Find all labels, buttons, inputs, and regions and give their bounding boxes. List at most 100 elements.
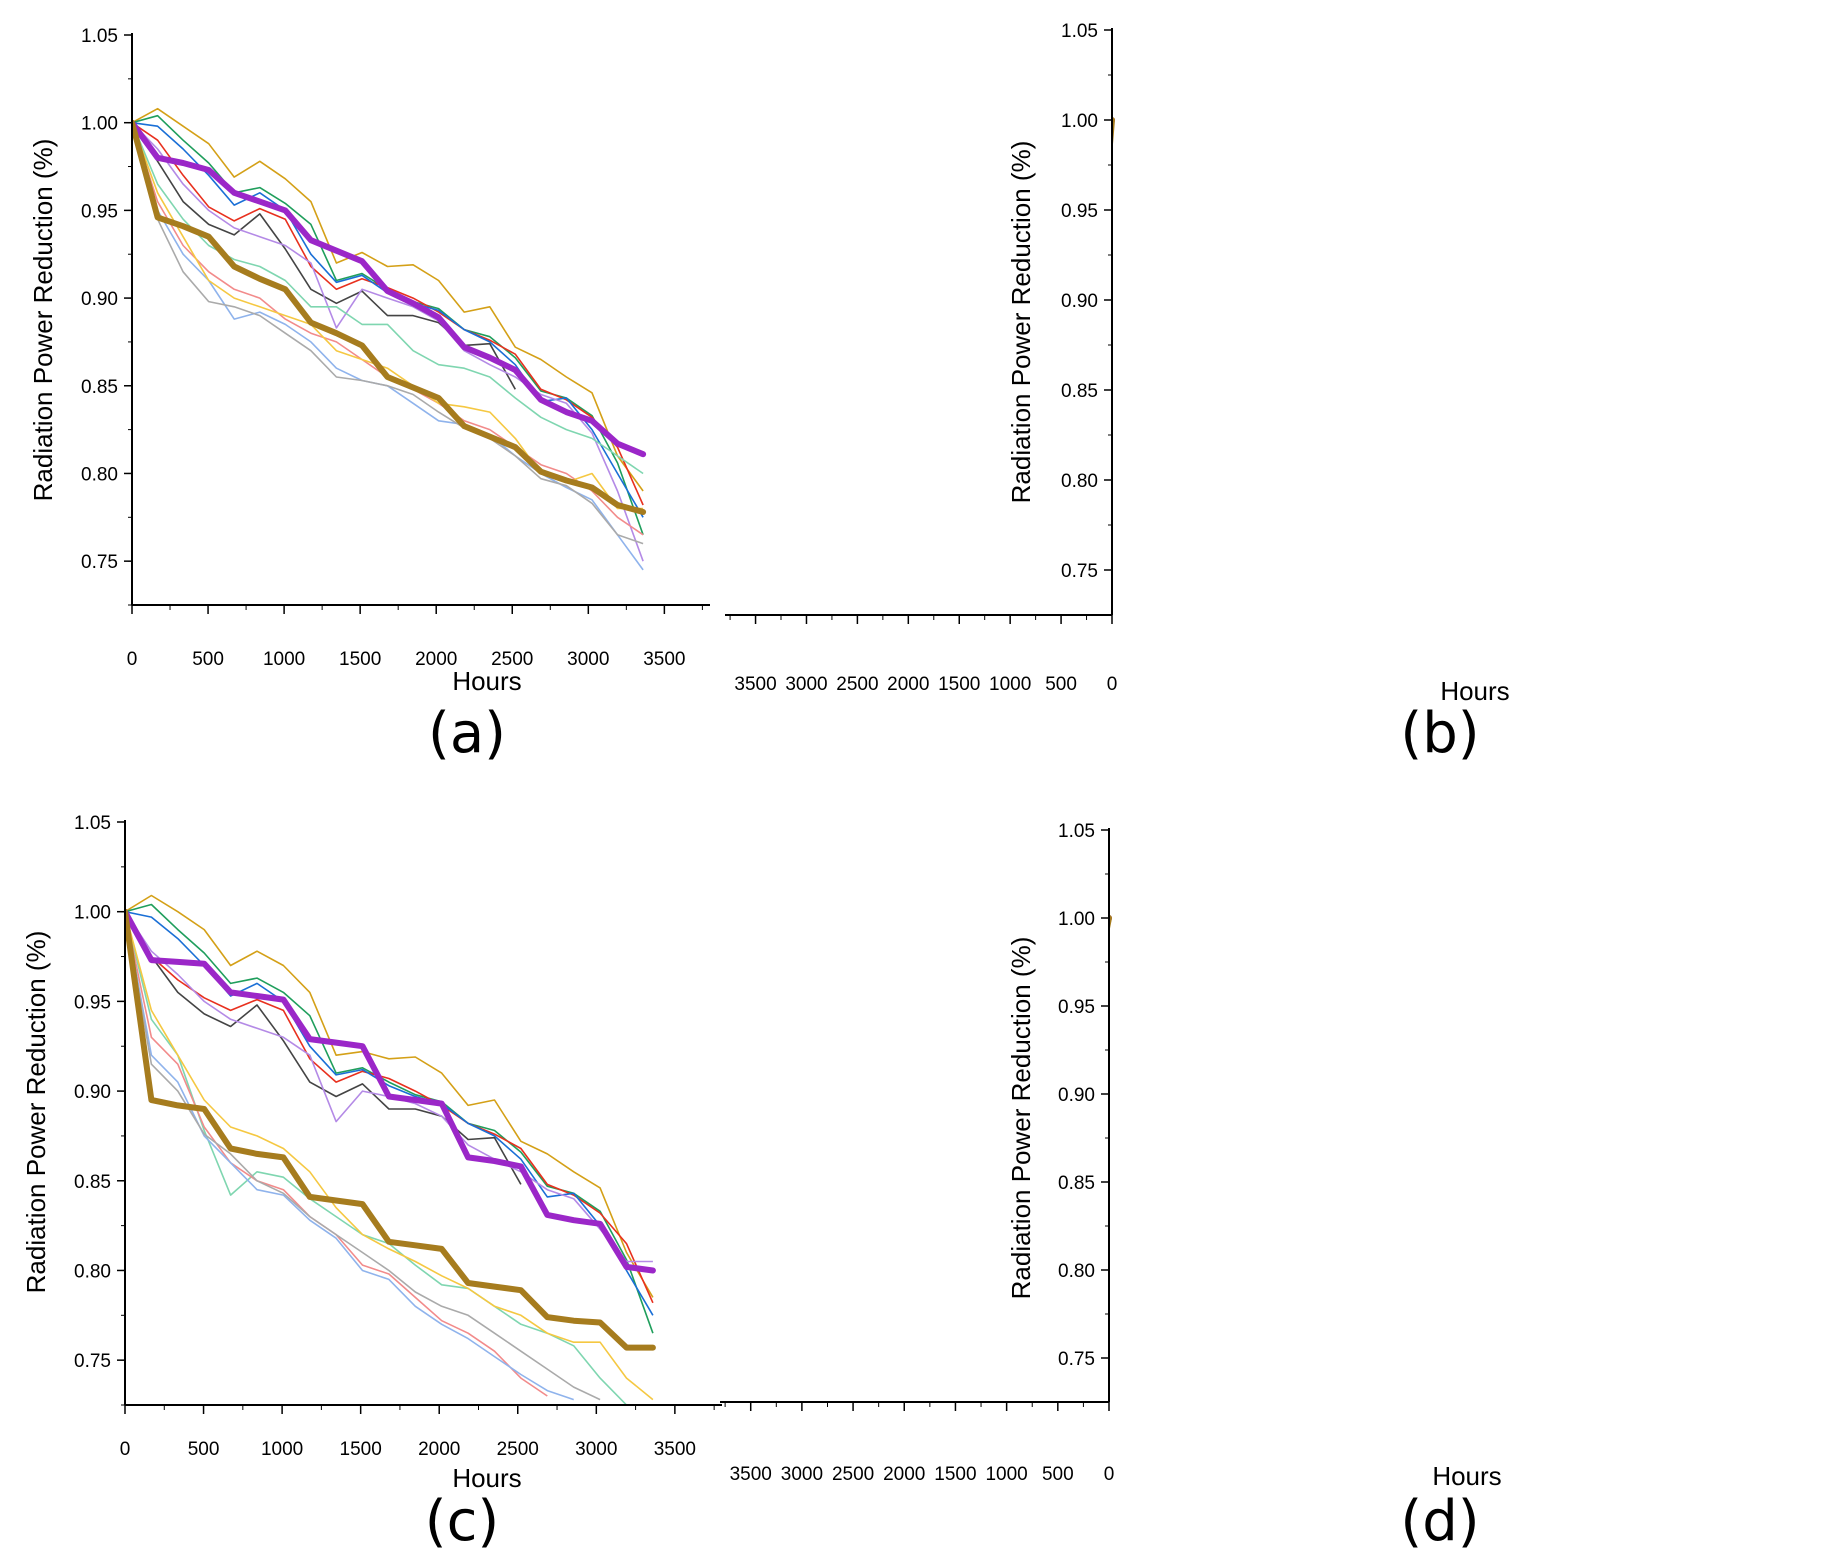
panel-c-y-tick-label: 0.95	[74, 992, 111, 1013]
panel-d-series-s1-line	[1109, 918, 1110, 920]
panel-b-series-s2-line	[1112, 120, 1113, 122]
panel-a-y-tick-label: 0.90	[81, 289, 118, 310]
panel-a-x-tick-label: 1500	[339, 649, 381, 670]
panel-b-y-tick-label: 0.90	[1061, 291, 1098, 312]
panel-c-x-tick-label: 2000	[418, 1439, 460, 1460]
panel-c-series-lower-line	[125, 908, 656, 1351]
panel-a-y-tick-label: 0.85	[81, 377, 118, 398]
panel-a-series-s10-line	[132, 122, 644, 545]
panel-d-x-tick-label: 2000	[883, 1464, 925, 1485]
panel-b-axes: 0.75 0.80 0.85 0.90 0.95 1.00 1.05 0 500 1000 1500…	[725, 21, 1117, 695]
panel-b-series-lower-line	[1112, 117, 1115, 157]
panel-a-x-tick-label: 500	[192, 649, 224, 670]
panel-b-series-s5-line	[1112, 120, 1113, 122]
panel-d-x-tick-label: 3000	[781, 1464, 823, 1485]
panel-b-x-axis-label: Hours	[1440, 676, 1509, 706]
panel-b-x-tick-label: 500	[1045, 674, 1077, 695]
panel-c-y-tick-label: 0.75	[74, 1351, 111, 1372]
panel-d-series-s6-line	[1109, 918, 1110, 921]
panel-d: 0.75 0.80 0.85 0.90 0.95 1.00 1.05 0 500 1000 1500…	[720, 821, 1502, 1554]
panel-c-series-s10-line	[125, 911, 601, 1401]
panel-c: 0.75 0.80 0.85 0.90 0.95 1.00 1.05 0 500 1000 1500…	[21, 813, 722, 1554]
panel-b-x-tick-label: 3500	[734, 674, 776, 695]
panel-b-series-s1-line	[1112, 120, 1113, 122]
panel-c-x-tick-label: 1000	[261, 1439, 303, 1460]
panel-d-y-tick-label: 0.75	[1058, 1349, 1095, 1370]
panel-b-series-upper-line	[1112, 117, 1115, 135]
panel-c-y-axis-label: Radiation Power Reduction (%)	[21, 931, 51, 1294]
panel-d-y-tick-label: 0.85	[1058, 1173, 1095, 1194]
panel-d-series-s9-line	[1109, 918, 1110, 923]
panel-d-y-tick-label: 1.00	[1058, 909, 1095, 930]
panel-d-y-axis-label: Radiation Power Reduction (%)	[1006, 937, 1036, 1300]
panel-d-series-s3-line	[1109, 918, 1110, 920]
panel-b-x-tick-label: 0	[1107, 674, 1118, 695]
panel-c-series-upper-line	[125, 908, 656, 1274]
panel-c-x-axis-label: Hours	[452, 1463, 521, 1493]
panel-d-series-s11-line	[1109, 918, 1110, 922]
panel-c-x-tick-label: 3000	[575, 1439, 617, 1460]
panel-d-series-upper-line	[1109, 915, 1112, 929]
panel-a-axes: 0.75 0.80 0.85 0.90 0.95 1.00 1.05 0 500 1000 1500…	[81, 26, 710, 670]
panel-b-series-s11-line	[1112, 120, 1113, 125]
panel-d-series-s4-line	[1109, 918, 1110, 920]
panel-b-series-s3-line	[1112, 120, 1113, 122]
panel-b-x-tick-label: 3000	[785, 674, 827, 695]
panel-c-x-tick-label: 3500	[654, 1439, 696, 1460]
panel-a: 0.75 0.80 0.85 0.90 0.95 1.00 1.05 0 500 1000 1500…	[28, 26, 710, 766]
panel-a-y-tick-label: 0.75	[81, 552, 118, 573]
panel-b-x-tick-label: 1500	[938, 674, 980, 695]
panel-a-x-tick-label: 3000	[567, 649, 609, 670]
panel-d-x-axis-label: Hours	[1432, 1461, 1501, 1491]
panel-c-series-s9-line	[125, 911, 574, 1401]
panel-d-x-tick-label: 1500	[934, 1464, 976, 1485]
panel-c-x-tick-label: 0	[120, 1439, 131, 1460]
panel-a-y-axis-label: Radiation Power Reduction (%)	[28, 139, 58, 502]
panel-a-series-s3-line	[132, 122, 644, 506]
panel-b-y-tick-label: 0.75	[1061, 561, 1098, 582]
panel-c-plot-lines	[125, 894, 656, 1405]
panel-d-y-tick-label: 0.95	[1058, 997, 1095, 1018]
panel-a-x-axis-label: Hours	[452, 666, 521, 696]
panel-c-series-s3-line	[125, 911, 654, 1304]
panel-a-y-tick-label: 1.05	[81, 26, 118, 47]
panel-b-label: (b)	[1400, 701, 1479, 766]
panel-c-y-tick-label: 1.00	[74, 903, 111, 924]
panel-b-x-tick-label: 1000	[989, 674, 1031, 695]
panel-b-y-tick-label: 1.00	[1061, 111, 1098, 132]
panel-c-y-tick-label: 0.80	[74, 1261, 111, 1282]
panel-a-y-tick-label: 1.00	[81, 114, 118, 135]
panel-b-y-tick-label: 0.85	[1061, 381, 1098, 402]
panel-a-x-tick-label: 2000	[415, 649, 457, 670]
panel-d-x-tick-label: 1000	[985, 1464, 1027, 1485]
panel-a-series-s6-line	[132, 122, 644, 562]
panel-a-series-s8-line	[132, 122, 644, 536]
panel-a-series-upper-line	[132, 119, 647, 458]
panel-c-x-tick-label: 1500	[340, 1439, 382, 1460]
panel-a-x-tick-label: 1000	[263, 649, 305, 670]
panel-c-y-tick-label: 0.90	[74, 1082, 111, 1103]
panel-c-series-s7-line	[125, 911, 628, 1405]
panel-b-x-tick-label: 2500	[836, 674, 878, 695]
panel-b-y-tick-label: 0.80	[1061, 471, 1098, 492]
panel-d-y-tick-label: 1.05	[1058, 821, 1095, 842]
panel-b-series-s4-line	[1112, 120, 1113, 122]
panel-a-series-s4-line	[132, 121, 644, 518]
panel-d-x-tick-label: 3500	[730, 1464, 772, 1485]
panel-a-x-tick-label: 0	[127, 649, 138, 670]
panel-b-x-tick-label: 2000	[887, 674, 929, 695]
panel-a-x-tick-label: 2500	[491, 649, 533, 670]
panel-d-x-tick-label: 2500	[832, 1464, 874, 1485]
panel-c-series-s11-line	[125, 911, 654, 1401]
panel-a-y-tick-label: 0.95	[81, 201, 118, 222]
panel-b-y-tick-label: 0.95	[1061, 201, 1098, 222]
panel-d-y-tick-label: 0.90	[1058, 1085, 1095, 1106]
panel-b-y-tick-label: 1.05	[1061, 21, 1098, 42]
panel-d-y-tick-label: 0.80	[1058, 1261, 1095, 1282]
panel-a-plot-lines	[132, 107, 647, 571]
panel-a-series-s9-line	[132, 122, 644, 571]
panel-d-series-s2-line	[1109, 918, 1110, 920]
panel-d-plot-lines	[1109, 915, 1112, 934]
panel-c-x-tick-label: 500	[188, 1439, 220, 1460]
